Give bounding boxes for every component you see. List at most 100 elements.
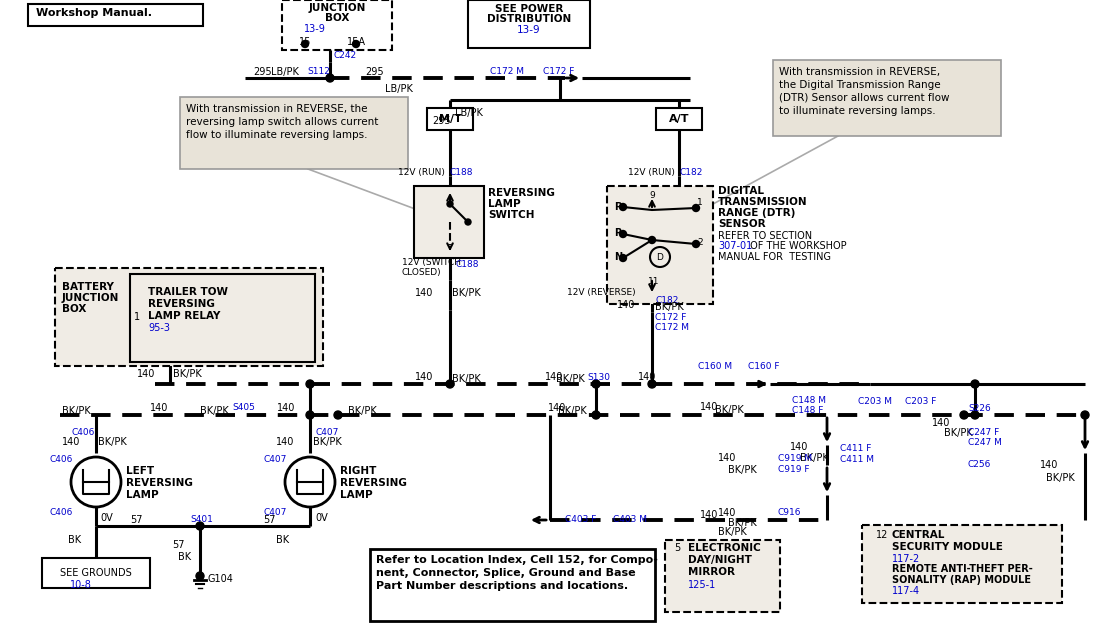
Text: 1: 1 — [134, 312, 141, 322]
Text: 57: 57 — [130, 515, 143, 525]
Bar — [414, 186, 484, 258]
Text: REVERSING: REVERSING — [148, 299, 215, 309]
Text: C203 F: C203 F — [906, 397, 937, 406]
Text: JUNCTION: JUNCTION — [62, 293, 120, 303]
Circle shape — [592, 380, 600, 388]
Text: LAMP: LAMP — [126, 490, 158, 500]
Text: C403 F: C403 F — [565, 515, 597, 524]
Text: 125-1: 125-1 — [687, 580, 716, 590]
Text: (DTR) Sensor allows current flow: (DTR) Sensor allows current flow — [779, 93, 950, 103]
Bar — [282, 0, 392, 50]
Circle shape — [971, 380, 979, 388]
Text: S130: S130 — [587, 373, 610, 382]
Text: C407: C407 — [315, 428, 339, 437]
Text: R: R — [614, 228, 621, 238]
Text: SECURITY MODULE: SECURITY MODULE — [892, 542, 1003, 552]
Text: 140: 140 — [548, 403, 567, 413]
Bar — [665, 540, 780, 612]
Text: BK/PK: BK/PK — [728, 465, 757, 475]
Text: C172 M: C172 M — [490, 67, 524, 76]
Circle shape — [620, 231, 627, 238]
Text: 57: 57 — [172, 540, 185, 550]
Text: C407: C407 — [263, 455, 288, 464]
Bar — [370, 549, 655, 621]
Text: C403 M: C403 M — [613, 515, 646, 524]
Text: C182: C182 — [680, 168, 703, 177]
Text: 12V (RUN): 12V (RUN) — [628, 168, 675, 177]
Text: LAMP: LAMP — [488, 199, 520, 209]
Circle shape — [648, 380, 656, 388]
Text: 95-3: 95-3 — [148, 323, 170, 333]
Text: BK/PK: BK/PK — [62, 406, 91, 416]
Text: LEFT: LEFT — [126, 466, 154, 476]
Bar — [656, 108, 702, 130]
Text: A/T: A/T — [669, 114, 690, 124]
Text: C148 M: C148 M — [792, 396, 826, 405]
Text: C182: C182 — [655, 296, 679, 305]
Text: BK/PK: BK/PK — [348, 406, 376, 416]
Text: BK/PK: BK/PK — [655, 302, 684, 312]
Text: BK/PK: BK/PK — [200, 406, 229, 416]
Circle shape — [447, 201, 453, 207]
Text: C411 F: C411 F — [840, 444, 871, 453]
Text: BK/PK: BK/PK — [556, 374, 584, 384]
Text: flow to illuminate reversing lamps.: flow to illuminate reversing lamps. — [186, 130, 368, 140]
Circle shape — [196, 522, 204, 530]
Text: 12V (REVERSE): 12V (REVERSE) — [567, 288, 635, 297]
Text: With transmission in REVERSE,: With transmission in REVERSE, — [779, 67, 940, 77]
Text: CLOSED): CLOSED) — [402, 268, 442, 277]
Text: C407: C407 — [263, 508, 288, 517]
Text: 13-9: 13-9 — [304, 24, 325, 34]
Text: REVERSING: REVERSING — [340, 478, 407, 488]
Text: C172 F: C172 F — [655, 313, 686, 322]
Text: TRAILER TOW: TRAILER TOW — [148, 287, 228, 297]
Text: RIGHT: RIGHT — [340, 466, 376, 476]
Text: DIGITAL: DIGITAL — [718, 186, 764, 196]
Text: LAMP: LAMP — [340, 490, 373, 500]
Text: BK/PK: BK/PK — [944, 428, 973, 438]
Text: nent, Connector, Splice, Ground and Base: nent, Connector, Splice, Ground and Base — [376, 568, 635, 578]
Text: C247 M: C247 M — [968, 438, 1002, 447]
Text: BK/PK: BK/PK — [173, 369, 201, 379]
Text: RANGE (DTR): RANGE (DTR) — [718, 208, 795, 218]
Text: 140: 140 — [718, 453, 736, 463]
Text: SONALITY (RAP) MODULE: SONALITY (RAP) MODULE — [892, 575, 1031, 585]
Text: DISTRIBUTION: DISTRIBUTION — [487, 14, 571, 24]
Bar — [773, 60, 1001, 136]
Text: 0V: 0V — [315, 513, 328, 523]
Bar — [862, 525, 1062, 603]
Text: BK/PK: BK/PK — [313, 437, 342, 447]
Text: REVERSING: REVERSING — [126, 478, 193, 488]
Circle shape — [325, 74, 334, 82]
Text: C411 M: C411 M — [840, 455, 875, 464]
Text: 140: 140 — [151, 403, 168, 413]
Circle shape — [301, 40, 309, 47]
Bar — [427, 108, 473, 130]
Bar — [28, 4, 203, 26]
Text: BK/PK: BK/PK — [728, 518, 757, 528]
Circle shape — [620, 203, 627, 210]
Text: BK/PK: BK/PK — [1046, 473, 1075, 483]
Text: 5: 5 — [674, 543, 680, 553]
Text: 295: 295 — [432, 116, 451, 126]
Text: 140: 140 — [1039, 460, 1058, 470]
Text: 0V: 0V — [100, 513, 113, 523]
Text: 140: 140 — [932, 418, 951, 428]
Text: C916: C916 — [778, 508, 801, 517]
Text: 15: 15 — [299, 37, 311, 47]
Text: REMOTE ANTI-THEFT PER-: REMOTE ANTI-THEFT PER- — [892, 564, 1033, 574]
Circle shape — [620, 255, 627, 261]
Text: SEE POWER: SEE POWER — [495, 4, 563, 14]
Text: BK/PK: BK/PK — [558, 406, 587, 416]
Text: 11: 11 — [648, 277, 660, 286]
Text: C247 F: C247 F — [968, 428, 1000, 437]
Text: BK/PK: BK/PK — [99, 437, 126, 447]
Text: 140: 140 — [276, 437, 294, 447]
Text: S401: S401 — [190, 515, 213, 524]
Text: 12: 12 — [876, 530, 889, 540]
Bar — [468, 0, 590, 48]
Text: 140: 140 — [617, 300, 635, 310]
Text: C406: C406 — [50, 508, 73, 517]
Text: C203 M: C203 M — [858, 397, 892, 406]
Text: 57: 57 — [263, 515, 276, 525]
